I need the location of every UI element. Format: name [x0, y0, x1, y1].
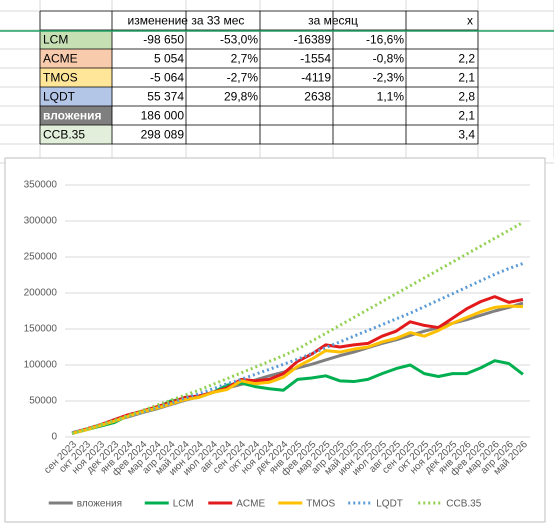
cell: -16,6% [366, 33, 404, 47]
series-line [71, 304, 524, 435]
row-label: вложения [43, 109, 102, 123]
row-label: LQDT [43, 90, 76, 104]
y-tick-label: 0 [51, 432, 57, 443]
y-tick-label: 350000 [24, 180, 58, 191]
cell: 2,1 [458, 109, 475, 123]
y-tick-label: 200000 [24, 288, 58, 299]
header-cell: за месяц [308, 14, 358, 28]
cell: 298 089 [141, 128, 185, 142]
cell: -4119 [301, 71, 331, 85]
cell: 2,8 [458, 90, 475, 104]
y-tick-label: 150000 [24, 324, 58, 335]
cell: -5 064 [150, 71, 184, 85]
y-tick-label: 100000 [24, 360, 58, 371]
cell: 3,4 [458, 128, 475, 142]
row-label: ACME [43, 52, 78, 66]
legend-label: вложения [77, 499, 122, 510]
cell: 2,7% [231, 52, 259, 66]
label-cell [40, 49, 112, 68]
row-label: ССВ.35 [43, 128, 85, 142]
legend-label: LQDT [376, 499, 403, 510]
series-line [71, 221, 524, 435]
cell: -0,8% [373, 52, 405, 66]
series-line [71, 262, 524, 435]
header-cell: изменение за 33 мес [128, 14, 245, 28]
cell: 186 000 [141, 109, 185, 123]
label-cell [40, 87, 112, 106]
cell: 2638 [304, 90, 331, 104]
cell: -16389 [294, 33, 332, 47]
table: изменение за 33 мес за месяц x LCM -98 650 -5… [39, 10, 479, 145]
chart-box [4, 157, 546, 523]
header-cell: x [467, 14, 473, 28]
cell: -1554 [300, 52, 331, 66]
legend-label: TMOS [306, 499, 335, 510]
cell: 5 054 [154, 52, 184, 66]
cell: -98 650 [143, 33, 184, 47]
legend-label: LCM [173, 499, 194, 510]
cell: 2,2 [458, 52, 475, 66]
cell: 1,1% [377, 90, 405, 104]
label-cell [40, 125, 112, 144]
label-cell [40, 30, 112, 49]
cell: -2,7% [227, 71, 259, 85]
y-tick-label: 300000 [24, 216, 58, 227]
cell: 29,8% [224, 90, 258, 104]
label-cell [40, 106, 112, 125]
cell: -2,3% [373, 71, 405, 85]
legend-label: ССВ.35 [446, 499, 481, 510]
y-tick-label: 250000 [24, 252, 58, 263]
label-cell [40, 68, 112, 87]
row-label: TMOS [43, 71, 78, 85]
cell: -53,0% [220, 33, 258, 47]
legend-label: ACME [236, 499, 265, 510]
cell: 55 374 [147, 90, 184, 104]
cell: 2,1 [458, 71, 475, 85]
y-tick-label: 50000 [29, 396, 57, 407]
row-label: LCM [43, 33, 68, 47]
